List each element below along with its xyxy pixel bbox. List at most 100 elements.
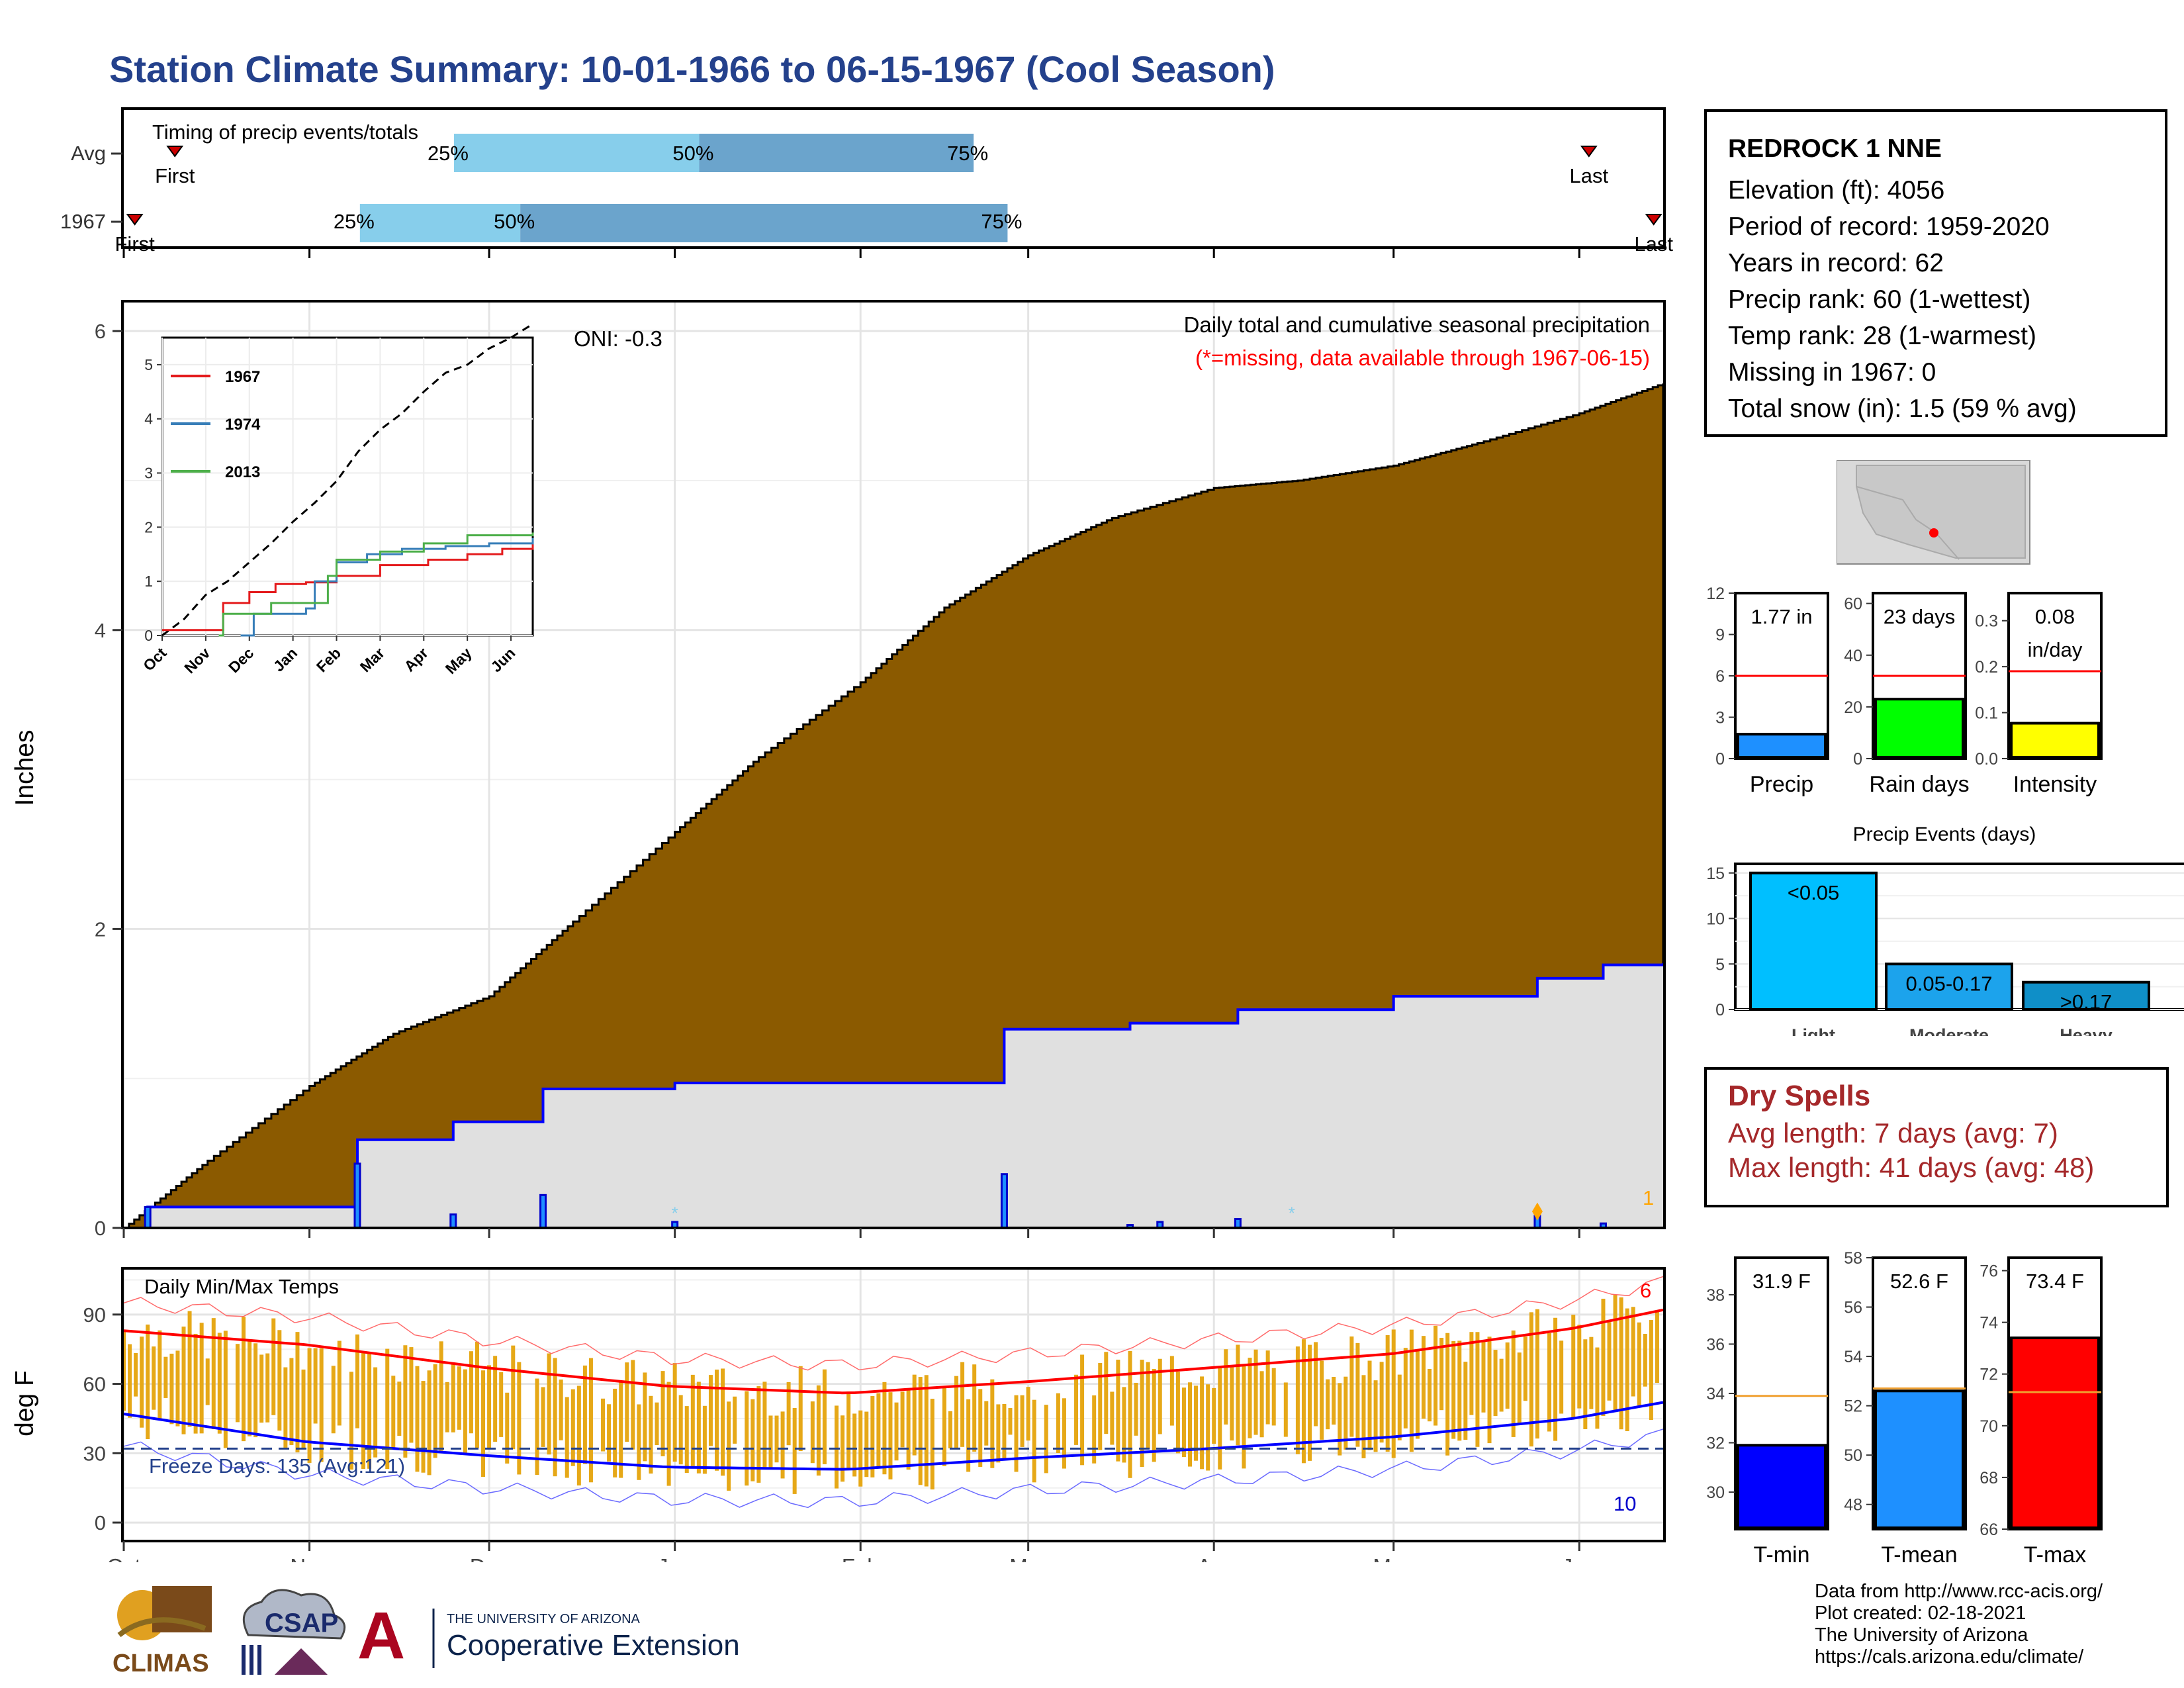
daily-temp-bar [248, 1340, 252, 1436]
daily-temp-bar [1044, 1405, 1048, 1474]
event-bar [1885, 962, 2013, 1011]
events-y-label: 5 [1715, 955, 1725, 974]
timing-label-25: 25% [428, 142, 469, 165]
inset-x-label: Feb [313, 644, 344, 675]
events-y-label: 0 [1715, 1001, 1725, 1019]
daily-temp-bar [1098, 1363, 1103, 1450]
mini-y-label: 0 [1715, 750, 1725, 769]
daily-temp-bar [1643, 1334, 1647, 1387]
daily-temp-bar [1181, 1387, 1186, 1458]
mini-temp-charts: 30 32 34 36 38 31.9 F T-min 48 50 52 54 56 58 52.6 F T… [1706, 1249, 2103, 1568]
daily-temp-bar [816, 1385, 821, 1476]
daily-temp-bar [409, 1347, 414, 1443]
daily-temp-bar [792, 1408, 797, 1494]
daily-temp-bar [128, 1344, 132, 1418]
daily-temp-bar [864, 1411, 869, 1477]
daily-temp-bar [421, 1381, 426, 1473]
daily-temp-bar [1349, 1336, 1354, 1437]
mini-precip-charts: 0 3 6 9 12 1.77 in Precip 0 20 40 60 23 days Rain da… [1706, 585, 2103, 797]
timing-label-50: 50% [672, 142, 713, 165]
precip-frame [121, 300, 1666, 1229]
daily-temp-bar [613, 1388, 617, 1477]
temp-frame [121, 1267, 1666, 1542]
inset-x-label: Jan [270, 644, 300, 675]
daily-temp-bar [1469, 1332, 1474, 1415]
daily-temp-bar [1379, 1362, 1384, 1443]
daily-temp-bar [1152, 1368, 1156, 1462]
daily-temp-bar [942, 1387, 946, 1466]
mini-y-label: 32 [1706, 1434, 1725, 1453]
daily-temp-bar [1032, 1399, 1036, 1483]
daily-temp-bar [1116, 1359, 1120, 1462]
mini-y-label: 54 [1844, 1348, 1862, 1366]
daily-temp-bar [1517, 1352, 1522, 1425]
daily-temp-bar [841, 1415, 845, 1482]
record-high-line [123, 1276, 1664, 1371]
mini-y-label: 6 [1715, 667, 1725, 686]
dry-spells-title: Dry Spells [1728, 1080, 1871, 1112]
mini-category-label: T-mean [1881, 1542, 1957, 1568]
daily-temp-bar [1619, 1297, 1623, 1430]
daily-temp-bar [643, 1372, 647, 1462]
daily-precip-bar [449, 1213, 457, 1229]
daily-temp-bar [745, 1391, 749, 1486]
csap-bar-1 [242, 1645, 246, 1675]
station-info-line: Temp rank: 28 (1-warmest) [1728, 322, 2036, 350]
temp-label: Daily Min/Max Temps [144, 1275, 339, 1298]
record-low-line [123, 1429, 1664, 1509]
daily-temp-bar [1320, 1360, 1324, 1440]
mini-y-label: 3 [1715, 709, 1725, 727]
climas-swoosh [117, 1617, 206, 1638]
daily-temp-bar [906, 1389, 911, 1470]
timing-label-75: 75% [947, 142, 988, 165]
daily-temp-bar [158, 1330, 162, 1421]
daily-temp-bar [1056, 1393, 1060, 1454]
daily-temp-bar [481, 1370, 486, 1477]
mini-y-label: 34 [1706, 1385, 1725, 1403]
daily-temp-bar [1583, 1339, 1588, 1430]
daily-temp-bar [499, 1372, 504, 1437]
daily-temp-bar [1637, 1322, 1641, 1406]
daily-temp-bar [259, 1354, 264, 1423]
daily-temp-bar [822, 1369, 827, 1464]
timing-bar-50-75 [520, 204, 1008, 242]
temp-y-label: 90 [83, 1303, 106, 1327]
dry-spells-max: Max length: 41 days (avg: 48) [1728, 1152, 2095, 1183]
daily-temp-bar [152, 1346, 156, 1410]
credits: Data from http://www.rcc-acis.org/ Plot … [1815, 1581, 2103, 1668]
dry-spells-box: Dry Spells Avg length: 7 days (avg: 7) M… [1704, 1067, 2169, 1207]
csap-wordmark: CSAP [265, 1609, 338, 1638]
daily-temp-bar [870, 1395, 875, 1477]
timing-row-label: 1967 [60, 210, 106, 233]
event-bar [1749, 871, 1878, 1011]
daily-temp-bar [433, 1364, 437, 1458]
daily-temp-bar [954, 1376, 959, 1449]
cumulative-1967-line [124, 963, 1664, 1229]
timing-bar-25-50 [453, 134, 700, 172]
station-info-line: Period of record: 1959-2020 [1728, 212, 2050, 241]
daily-temp-bar [415, 1366, 420, 1472]
daily-temp-bar [391, 1376, 396, 1450]
daily-temp-bar [774, 1415, 779, 1463]
daily-temp-bar [1134, 1382, 1138, 1436]
mini-value-label-2: in/day [2028, 638, 2083, 661]
daily-temp-bar [1523, 1336, 1527, 1401]
daily-temp-bar [361, 1352, 366, 1470]
daily-temp-bar [134, 1353, 138, 1397]
daily-temp-bar [1439, 1337, 1444, 1411]
mini-y-label: 56 [1844, 1299, 1862, 1317]
location-map [1837, 460, 2030, 565]
mini-y-label: 0.2 [1975, 658, 1998, 677]
precip-panel: Inches * * Daily total and cumulative sea… [11, 300, 1666, 1240]
daily-temp-bar [1200, 1376, 1205, 1470]
daily-temp-bar [1493, 1350, 1498, 1417]
mini-value-bar [2010, 722, 2100, 759]
daily-temp-bar [1451, 1340, 1456, 1439]
mini-y-label: 12 [1706, 585, 1725, 603]
daily-temp-bar [1265, 1350, 1270, 1425]
daily-temp-bar [349, 1372, 353, 1470]
daily-temp-bar [331, 1366, 336, 1434]
daily-temp-bar [205, 1358, 210, 1405]
daily-temp-bar [708, 1375, 713, 1446]
mini-y-label: 36 [1706, 1335, 1725, 1354]
